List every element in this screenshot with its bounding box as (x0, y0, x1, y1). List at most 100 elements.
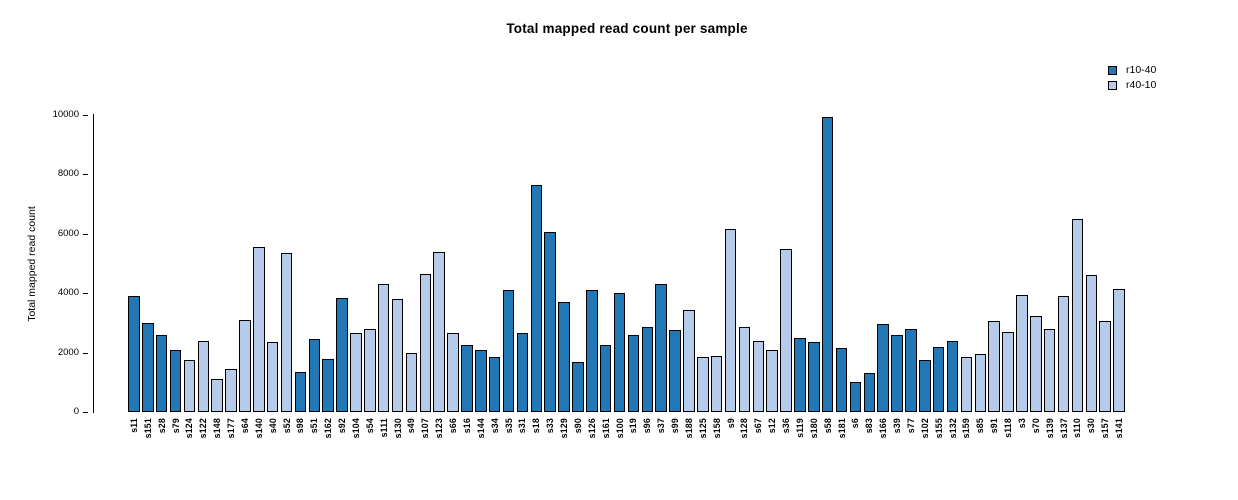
x-label-cell: s161 (599, 418, 613, 438)
x-label-cell: s3 (1015, 418, 1029, 428)
x-tick-label: s83 (864, 418, 875, 434)
bar-column-s151 (141, 115, 155, 412)
bar-s92 (336, 297, 348, 412)
y-tick-label: 2000 (57, 346, 79, 358)
x-tick-label: s151 (142, 418, 153, 439)
x-tick-label: s177 (226, 418, 237, 439)
bar-column-s107 (418, 115, 432, 412)
bar-column-s128 (738, 115, 752, 412)
bar-column-s77 (904, 115, 918, 412)
y-tick-label: 8000 (57, 168, 79, 180)
bar-s39 (891, 334, 903, 412)
x-label-cell: s166 (876, 418, 890, 438)
x-tick-label: s100 (614, 418, 625, 439)
bar-column-s83 (862, 115, 876, 412)
bar-column-s37 (654, 115, 668, 412)
bar-s139 (1043, 328, 1056, 412)
bar-s99 (669, 330, 681, 412)
x-label-cell: s36 (779, 418, 793, 433)
bar-column-s159 (960, 115, 974, 412)
x-label-cell: s151 (141, 418, 155, 438)
bar-s19 (627, 334, 640, 412)
bar-column-s85 (973, 115, 987, 412)
bar-s125 (697, 357, 709, 412)
x-label-cell: s110 (1071, 418, 1085, 438)
bar-s37 (655, 284, 667, 412)
bar-column-s19 (627, 115, 641, 412)
bar-column-s91 (987, 115, 1001, 412)
bar-column-s132 (946, 115, 960, 412)
legend: r10-40 r40-10 (1108, 64, 1156, 91)
y-tick-label: 0 (73, 406, 79, 417)
bar-s66 (447, 333, 459, 412)
x-tick-label: s188 (683, 418, 694, 439)
x-label-cell: s9 (724, 418, 738, 428)
x-tick-label: s129 (559, 418, 570, 439)
x-label-cell: s137 (1057, 418, 1071, 438)
bar-column-s64 (238, 115, 252, 412)
bar-column-s54 (363, 115, 377, 412)
bar-s188 (683, 309, 695, 412)
bar-s98 (294, 371, 307, 412)
x-label-cell: s100 (613, 418, 627, 438)
x-tick-label: s6 (850, 418, 861, 429)
bar-s177 (225, 368, 237, 412)
bar-column-s155 (932, 115, 946, 412)
x-tick-label: s3 (1016, 418, 1027, 429)
x-tick-label: s166 (878, 418, 889, 439)
bar-s90 (572, 361, 584, 412)
y-axis-line (93, 114, 94, 413)
x-label-cell: s52 (280, 418, 294, 433)
x-label-cell: s99 (668, 418, 682, 433)
bar-s130 (391, 299, 404, 412)
bar-s83 (863, 373, 876, 412)
bar-s159 (960, 357, 973, 412)
bar-column-s11 (127, 115, 141, 412)
y-tick-label: 10000 (52, 109, 79, 120)
bar-column-s66 (446, 115, 460, 412)
x-tick-label: s104 (350, 418, 361, 439)
x-label-cell: s123 (432, 418, 446, 438)
bar-column-s28 (155, 115, 169, 412)
bar-column-s104 (349, 115, 363, 412)
bar-column-s139 (1043, 115, 1057, 412)
x-label-cell: s83 (862, 418, 876, 433)
bars (127, 115, 1127, 412)
x-tick-label: s137 (1058, 418, 1069, 439)
bar-s137 (1057, 296, 1070, 412)
x-tick-label: s34 (489, 418, 500, 434)
x-tick-label: s125 (697, 418, 708, 439)
bar-column-s33 (543, 115, 557, 412)
bar-s129 (558, 302, 570, 412)
x-tick-label: s130 (392, 418, 403, 439)
x-tick-label: s18 (531, 418, 542, 434)
x-tick-label: s128 (739, 418, 750, 439)
x-label-cell: s148 (210, 418, 224, 438)
bar-s110 (1071, 218, 1084, 412)
bar-s35 (502, 290, 515, 412)
bar-column-s18 (529, 115, 543, 412)
x-tick-label: s51 (309, 418, 320, 434)
bar-column-s130 (391, 115, 405, 412)
x-label-cell: s111 (377, 418, 391, 437)
bar-s36 (780, 248, 792, 412)
bar-column-s12 (765, 115, 779, 412)
chart-title: Total mapped read count per sample (506, 21, 748, 36)
bar-s140 (253, 247, 265, 412)
bar-s51 (308, 339, 321, 412)
bar-s67 (752, 340, 765, 412)
bar-column-s158 (710, 115, 724, 412)
x-label-cell: s70 (1029, 418, 1043, 433)
bar-column-s35 (502, 115, 516, 412)
x-tick-label: s12 (767, 418, 778, 434)
bar-s49 (405, 352, 418, 412)
legend-label: r40-10 (1126, 79, 1157, 91)
bar-column-s181 (835, 115, 849, 412)
x-label-cell: s96 (640, 418, 654, 433)
bar-s85 (974, 354, 987, 412)
bar-s96 (641, 327, 654, 412)
x-label-cell: s162 (321, 418, 335, 438)
x-label-cell: s157 (1098, 418, 1112, 438)
bar-s100 (613, 293, 626, 412)
bar-s64 (239, 319, 251, 412)
